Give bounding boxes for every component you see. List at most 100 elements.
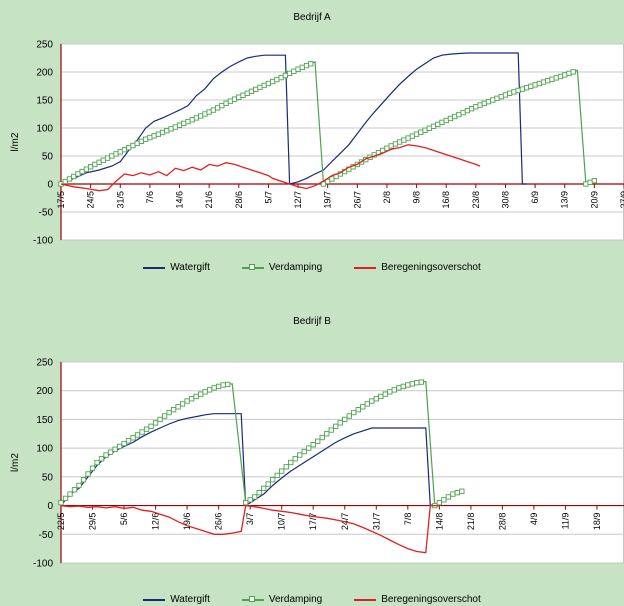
x-tick-label: 5/6 xyxy=(119,513,129,526)
legend: Watergift Verdamping Beregeningsoverscho… xyxy=(0,262,624,273)
verdamping-point xyxy=(143,426,150,432)
verdamping-point xyxy=(112,446,118,452)
verdamping-point xyxy=(396,139,403,145)
verdamping-point xyxy=(231,96,238,102)
plot-area xyxy=(60,361,624,564)
verdamping-point xyxy=(549,76,555,82)
verdamping-point xyxy=(355,407,361,413)
verdamping-point xyxy=(109,153,115,159)
verdamping-point xyxy=(236,94,242,100)
verdamping-point xyxy=(223,100,229,107)
verdamping-point xyxy=(342,416,348,423)
verdamping-point xyxy=(301,448,307,455)
x-tick-label: 17/5 xyxy=(56,191,66,209)
verdamping-point xyxy=(143,136,149,142)
y-tick-label: -50 xyxy=(39,530,54,541)
x-tick-label: 20/9 xyxy=(589,191,599,209)
verdamping-point xyxy=(94,459,100,466)
verdamping-point xyxy=(494,95,500,101)
verdamping-point xyxy=(157,416,163,423)
x-tick-label: 12/7 xyxy=(293,191,303,209)
verdamping-point xyxy=(147,134,153,141)
verdamping-point xyxy=(441,497,447,503)
legend-overschot-label: Beregeningsoverschot xyxy=(381,262,481,273)
verdamping-point xyxy=(215,383,222,390)
verdamping-point xyxy=(243,500,249,506)
verdamping-point xyxy=(308,61,314,67)
y-tick-label: 250 xyxy=(36,358,53,369)
x-tick-label: 31/5 xyxy=(115,191,125,209)
verdamping-point xyxy=(274,472,280,479)
verdamping-point xyxy=(193,115,200,121)
verdamping-point xyxy=(409,133,415,139)
verdamping-point xyxy=(79,168,85,175)
x-tick-label: 18/9 xyxy=(592,513,602,531)
verdamping-point xyxy=(456,111,462,118)
verdamping-point xyxy=(418,379,424,385)
verdamping-point xyxy=(257,84,263,91)
x-tick-label: 14/6 xyxy=(175,191,185,209)
x-tick-label: 19/7 xyxy=(323,191,333,209)
verdamping-point xyxy=(155,131,162,137)
verdamping-point xyxy=(261,82,267,89)
verdamping-point xyxy=(211,385,217,391)
y-tick-label: 100 xyxy=(36,444,53,455)
verdamping-point xyxy=(125,438,132,444)
verdamping-point xyxy=(134,140,140,147)
verdamping-point xyxy=(240,92,246,98)
verdamping-point xyxy=(85,471,91,477)
verdamping-point xyxy=(310,442,316,448)
y-axis-label: l/m2 xyxy=(10,132,21,151)
verdamping-point xyxy=(401,137,407,143)
verdamping-point xyxy=(553,75,559,81)
x-tick-label: 22/5 xyxy=(56,513,66,531)
legend-watergift-label: Watergift xyxy=(170,594,210,605)
verdamping-point xyxy=(387,389,393,395)
verdamping-point xyxy=(473,104,479,110)
legend-verdamping-label: Verdamping xyxy=(268,262,323,273)
y-tick-label: 250 xyxy=(36,40,53,51)
verdamping-point xyxy=(172,124,178,130)
verdamping-point xyxy=(409,381,415,387)
verdamping-point xyxy=(83,166,90,172)
verdamping-point xyxy=(181,120,187,127)
verdamping-point xyxy=(71,173,77,180)
verdamping-point xyxy=(121,440,127,447)
verdamping-point xyxy=(299,64,305,71)
verdamping-point xyxy=(523,85,530,91)
verdamping-point xyxy=(295,66,301,72)
verdamping-point xyxy=(278,74,284,81)
x-tick-label: 26/6 xyxy=(214,513,224,531)
verdamping-point xyxy=(274,76,280,83)
verdamping-point xyxy=(297,452,303,458)
x-tick-label: 28/6 xyxy=(234,191,244,209)
series-overschot xyxy=(60,144,481,192)
x-tick-label: 9/8 xyxy=(412,191,422,204)
verdamping-point xyxy=(286,70,293,77)
verdamping-point xyxy=(392,141,399,147)
verdamping-point xyxy=(430,123,437,129)
verdamping-point xyxy=(450,491,456,497)
verdamping-point xyxy=(373,396,379,402)
x-tick-label: 23/8 xyxy=(471,191,481,209)
verdamping-point xyxy=(418,129,424,135)
verdamping-point xyxy=(184,398,190,404)
verdamping-point xyxy=(329,176,335,182)
verdamping-point xyxy=(76,482,82,489)
verdamping-point xyxy=(587,179,593,185)
verdamping-point xyxy=(279,468,285,474)
verdamping-point xyxy=(447,115,454,122)
verdamping-point xyxy=(188,396,195,402)
y-tick-label: 200 xyxy=(36,386,53,397)
verdamping-point xyxy=(426,125,432,131)
verdamping-point xyxy=(333,423,339,429)
series-overschot xyxy=(60,504,440,554)
verdamping-point xyxy=(328,427,334,433)
verdamping-point xyxy=(396,385,402,391)
y-tick-label: 50 xyxy=(42,472,54,483)
x-tick-label: 19/6 xyxy=(182,513,192,531)
verdamping-point xyxy=(103,452,109,458)
verdamping-point xyxy=(265,80,272,87)
x-tick-label: 6/9 xyxy=(530,191,540,204)
series-watergift xyxy=(60,52,527,185)
